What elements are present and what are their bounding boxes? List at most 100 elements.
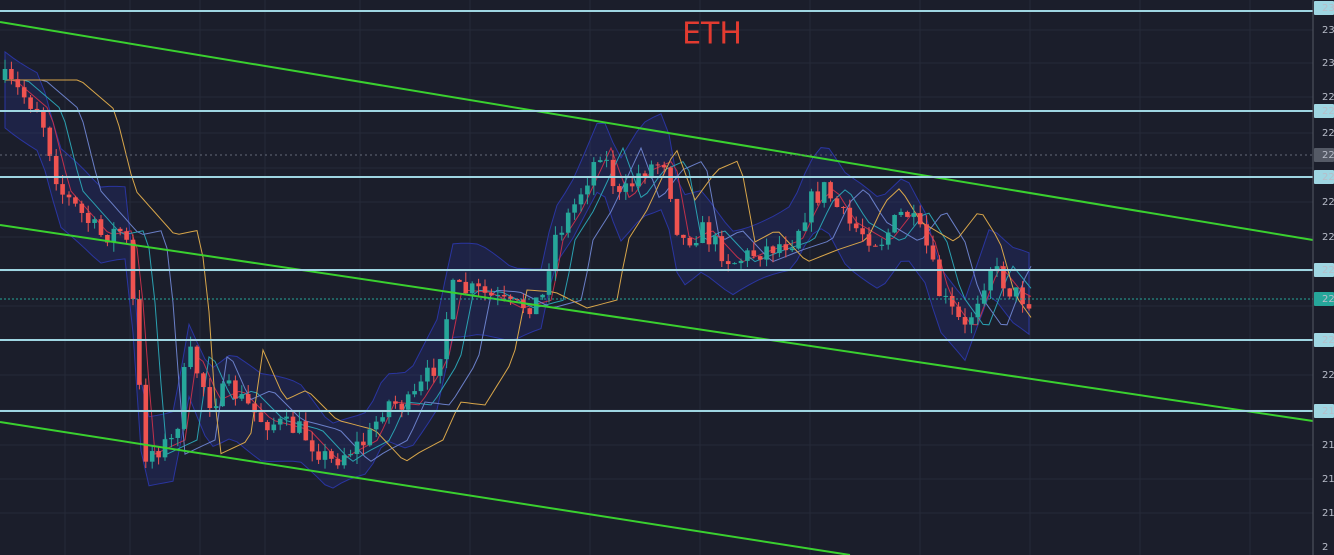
price-label: 22 [1322,92,1334,103]
candle-body [21,87,27,98]
moving-average [5,79,1032,462]
price-label-box [1314,170,1334,184]
price-label: 2 [1322,542,1328,553]
candle-body [610,159,616,187]
candle-body [73,197,78,204]
candle-body [124,231,129,240]
candle-body [917,213,923,225]
price-label: 23 [1322,25,1334,36]
price-label: 21 [1322,474,1334,485]
candle-body [169,437,174,440]
candle-body [98,219,104,235]
candle-body [604,159,609,161]
candle-body [905,211,910,217]
candle-body [188,346,193,368]
candle-body [553,234,558,272]
candle-body [137,299,142,385]
price-label-box [1314,104,1334,118]
price-label: 22 [1322,172,1334,183]
candle-body [367,429,373,446]
candle-body [15,79,21,88]
price-label: 22 [1322,265,1334,276]
candle-body [751,250,757,257]
candle-body [629,183,635,187]
price-label: 22 [1322,294,1334,305]
candle-body [348,454,353,456]
price-label-box [1314,263,1334,277]
candle-body [258,412,264,423]
candle-body [508,296,513,299]
drawn-lines [0,10,1314,555]
trend-line [0,21,1314,241]
candle-body [981,290,987,304]
candle-body [380,417,385,422]
candle-body [431,367,437,376]
candle-body [476,283,481,287]
candle-body [815,191,821,203]
candle-body [642,173,648,177]
candle-body [834,198,840,208]
price-label-box [1314,333,1334,347]
trend-line [0,224,1314,422]
candle-body [425,367,430,382]
candle-body [949,295,955,307]
candle-body [738,260,744,264]
candle-body [175,428,181,438]
candle-body [789,248,795,251]
price-label: 23 [1322,3,1334,14]
candle-body [233,380,238,399]
candle-body [194,346,200,374]
candle-body [655,164,661,166]
candle-body [713,236,718,245]
candle-body [809,191,814,223]
candle-body [361,441,366,446]
candle-body [770,246,776,254]
candle-body [405,394,411,410]
candle-body [578,194,584,205]
candle-body [783,244,789,251]
candle-body [226,380,232,384]
candle-body [911,213,917,217]
candle-body [924,224,929,246]
candle-body [572,204,577,213]
candle-body [92,219,97,223]
candle-body [796,230,801,249]
price-label: 22 [1322,335,1334,346]
candle-body [937,259,942,297]
candle-body [501,294,507,297]
price-axis-labels: 23 23 23 22 22 22 22 22 22 22 22 22 22 22 21 21 21 21 2 [1314,1,1334,553]
candle-body [649,164,654,177]
candle-body [873,245,878,247]
candle-body [393,401,398,404]
candle-body [597,160,603,163]
price-label: 22 [1322,106,1334,117]
price-label: 22 [1322,370,1334,381]
candle-body [111,228,117,243]
candle-body [841,207,846,209]
candle-body [585,185,590,195]
candle-body [271,424,277,431]
candle-body [892,214,897,233]
price-label: 21 [1322,508,1334,519]
candle-body [617,186,622,192]
candle-body [527,308,533,315]
candle-body [860,228,865,235]
candle-body [252,403,257,413]
trend-line [0,421,851,555]
candle-body [482,286,488,293]
candle-body [53,155,59,185]
moving-average [5,79,1032,462]
candle-body [399,403,405,410]
candle-body [265,422,270,431]
candle-body [885,232,891,245]
candle-body [879,244,885,246]
candle-body [559,232,565,235]
candle-body [303,421,309,441]
candle-body [463,281,469,294]
candle-body [41,112,46,128]
candle-body [674,198,680,235]
candle-body [853,223,859,229]
candle-body [245,394,251,404]
